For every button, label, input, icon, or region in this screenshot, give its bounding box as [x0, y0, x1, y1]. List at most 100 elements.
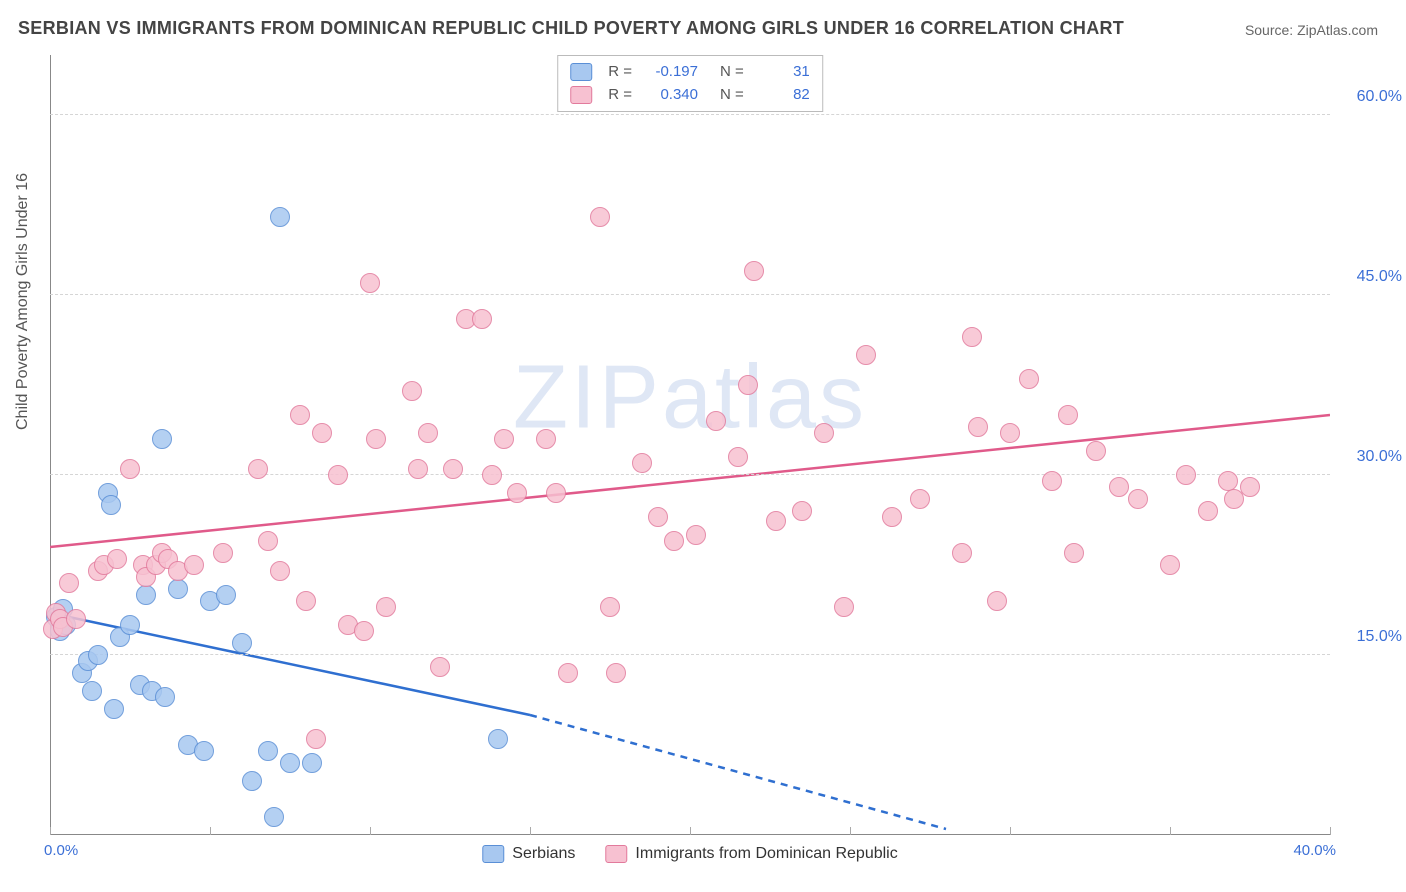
- scatter-point-serbians: [488, 729, 508, 749]
- scatter-point-serbians: [264, 807, 284, 827]
- scatter-point-dominican: [987, 591, 1007, 611]
- scatter-point-dominican: [590, 207, 610, 227]
- series-label-dominican: Immigrants from Dominican Republic: [635, 845, 897, 863]
- r-label: R =: [608, 61, 632, 84]
- trend-lines: [50, 55, 1330, 835]
- legend-row-dominican: R = 0.340 N = 82: [570, 84, 810, 107]
- x-min-label: 0.0%: [44, 842, 78, 859]
- x-tick: [1170, 827, 1171, 835]
- scatter-point-dominican: [360, 273, 380, 293]
- n-value-serbians: 31: [754, 61, 810, 84]
- source-label: Source: ZipAtlas.com: [1245, 22, 1378, 38]
- scatter-point-dominican: [1064, 543, 1084, 563]
- grid-line: [50, 114, 1330, 115]
- scatter-point-dominican: [494, 429, 514, 449]
- scatter-point-dominican: [418, 423, 438, 443]
- scatter-point-dominican: [546, 483, 566, 503]
- scatter-point-dominican: [686, 525, 706, 545]
- scatter-point-dominican: [482, 465, 502, 485]
- scatter-point-dominican: [1019, 369, 1039, 389]
- scatter-point-serbians: [120, 615, 140, 635]
- scatter-point-dominican: [856, 345, 876, 365]
- scatter-point-dominican: [213, 543, 233, 563]
- y-tick-label: 45.0%: [1338, 268, 1402, 286]
- y-tick-label: 30.0%: [1338, 448, 1402, 466]
- scatter-point-dominican: [120, 459, 140, 479]
- scatter-point-dominican: [834, 597, 854, 617]
- scatter-point-serbians: [136, 585, 156, 605]
- scatter-point-dominican: [882, 507, 902, 527]
- scatter-point-dominican: [766, 511, 786, 531]
- scatter-point-dominican: [248, 459, 268, 479]
- x-tick: [370, 827, 371, 835]
- scatter-point-dominican: [648, 507, 668, 527]
- scatter-point-dominican: [66, 609, 86, 629]
- scatter-point-dominican: [1198, 501, 1218, 521]
- scatter-point-dominican: [306, 729, 326, 749]
- scatter-point-serbians: [82, 681, 102, 701]
- x-max-label: 40.0%: [1293, 842, 1336, 859]
- scatter-point-dominican: [376, 597, 396, 617]
- scatter-point-dominican: [507, 483, 527, 503]
- chart-title: SERBIAN VS IMMIGRANTS FROM DOMINICAN REP…: [18, 18, 1124, 39]
- series-label-serbians: Serbians: [512, 845, 575, 863]
- trend-line: [530, 715, 946, 829]
- scatter-point-dominican: [968, 417, 988, 437]
- legend-item-dominican: Immigrants from Dominican Republic: [605, 845, 897, 863]
- plot-area: ZIPatlas 0.0% 40.0% R = -0.197 N = 31 R …: [50, 55, 1330, 835]
- scatter-point-dominican: [1000, 423, 1020, 443]
- scatter-point-serbians: [155, 687, 175, 707]
- scatter-point-dominican: [408, 459, 428, 479]
- y-tick-label: 60.0%: [1338, 88, 1402, 106]
- scatter-point-serbians: [88, 645, 108, 665]
- scatter-point-serbians: [232, 633, 252, 653]
- scatter-point-dominican: [600, 597, 620, 617]
- r-value-serbians: -0.197: [642, 61, 698, 84]
- grid-line: [50, 474, 1330, 475]
- scatter-point-dominican: [632, 453, 652, 473]
- scatter-point-dominican: [402, 381, 422, 401]
- scatter-point-serbians: [280, 753, 300, 773]
- scatter-point-dominican: [1109, 477, 1129, 497]
- r-value-dominican: 0.340: [642, 84, 698, 107]
- scatter-point-dominican: [1128, 489, 1148, 509]
- scatter-point-dominican: [312, 423, 332, 443]
- scatter-point-dominican: [296, 591, 316, 611]
- scatter-point-serbians: [242, 771, 262, 791]
- x-tick: [850, 827, 851, 835]
- r-label: R =: [608, 84, 632, 107]
- scatter-point-dominican: [59, 573, 79, 593]
- scatter-point-dominican: [558, 663, 578, 683]
- scatter-point-dominican: [706, 411, 726, 431]
- scatter-point-dominican: [270, 561, 290, 581]
- n-label: N =: [720, 84, 744, 107]
- scatter-point-dominican: [1058, 405, 1078, 425]
- scatter-point-dominican: [443, 459, 463, 479]
- correlation-legend: R = -0.197 N = 31 R = 0.340 N = 82: [557, 55, 823, 112]
- legend-row-serbians: R = -0.197 N = 31: [570, 61, 810, 84]
- scatter-point-dominican: [952, 543, 972, 563]
- scatter-point-dominican: [962, 327, 982, 347]
- n-label: N =: [720, 61, 744, 84]
- scatter-point-dominican: [606, 663, 626, 683]
- swatch-serbians: [570, 63, 592, 81]
- scatter-point-serbians: [104, 699, 124, 719]
- scatter-point-dominican: [910, 489, 930, 509]
- scatter-point-serbians: [270, 207, 290, 227]
- scatter-point-dominican: [792, 501, 812, 521]
- scatter-point-serbians: [302, 753, 322, 773]
- scatter-point-serbians: [258, 741, 278, 761]
- scatter-point-dominican: [1086, 441, 1106, 461]
- series-legend: Serbians Immigrants from Dominican Repub…: [482, 845, 897, 863]
- n-value-dominican: 82: [754, 84, 810, 107]
- x-tick: [50, 827, 51, 835]
- scatter-point-dominican: [728, 447, 748, 467]
- scatter-point-serbians: [152, 429, 172, 449]
- scatter-point-dominican: [1240, 477, 1260, 497]
- scatter-point-serbians: [216, 585, 236, 605]
- scatter-point-dominican: [1042, 471, 1062, 491]
- y-tick-label: 15.0%: [1338, 628, 1402, 646]
- x-tick: [530, 827, 531, 835]
- scatter-point-dominican: [664, 531, 684, 551]
- scatter-point-serbians: [101, 495, 121, 515]
